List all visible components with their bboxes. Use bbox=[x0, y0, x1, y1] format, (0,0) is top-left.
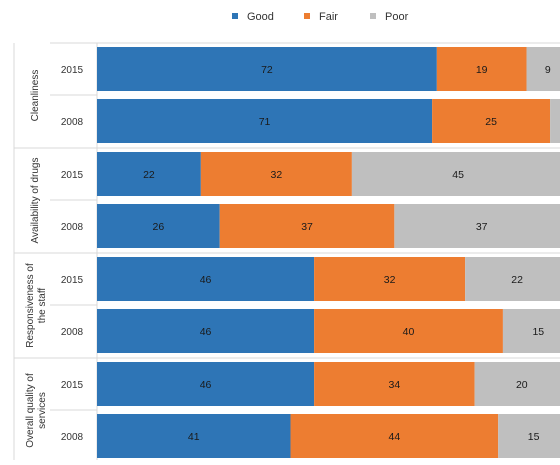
bar-segment-good bbox=[97, 257, 315, 301]
group-label: Responsiveness ofthe staff bbox=[25, 263, 48, 348]
data-label-good: 22 bbox=[143, 169, 155, 181]
group-label: Overall quality ofservices bbox=[25, 373, 48, 448]
legend-swatch-fair bbox=[304, 13, 310, 19]
group-label-line: Responsiveness of bbox=[25, 263, 36, 348]
data-label-good: 46 bbox=[200, 274, 212, 286]
bar-segment-fair bbox=[290, 414, 499, 458]
group-label: Availability of drugs bbox=[30, 158, 41, 244]
year-label: 2008 bbox=[61, 432, 84, 443]
group-label: Cleanliness bbox=[30, 70, 41, 122]
bar-segment-poor bbox=[526, 47, 560, 91]
bar-segment-good bbox=[97, 204, 220, 248]
data-label-poor: 37 bbox=[476, 221, 488, 233]
group-label-line: Cleanliness bbox=[30, 70, 41, 122]
data-label-good: 26 bbox=[153, 221, 165, 233]
bar-segment-good bbox=[97, 47, 437, 91]
data-label-poor: 22 bbox=[511, 274, 523, 286]
bar-segment-fair bbox=[436, 47, 527, 91]
data-label-poor: 45 bbox=[452, 169, 464, 181]
data-label-fair: 32 bbox=[271, 169, 283, 181]
data-label-good: 46 bbox=[200, 379, 212, 391]
group-label-line: Availability of drugs bbox=[30, 158, 41, 244]
data-label-fair: 37 bbox=[301, 221, 313, 233]
bar-segment-poor bbox=[498, 414, 560, 458]
bar-segment-good bbox=[97, 309, 315, 353]
data-label-poor: 9 bbox=[545, 64, 551, 76]
data-label-poor: 15 bbox=[528, 431, 540, 443]
bar-segment-fair bbox=[432, 99, 551, 143]
year-label: 2015 bbox=[61, 65, 84, 76]
group-label-line: the staff bbox=[37, 288, 48, 324]
bar-segment-poor bbox=[465, 257, 560, 301]
bar-segment-fair bbox=[219, 204, 395, 248]
legend-label-fair: Fair bbox=[319, 11, 338, 23]
year-label: 2008 bbox=[61, 117, 84, 128]
data-label-poor: 20 bbox=[516, 379, 528, 391]
year-label: 2015 bbox=[61, 380, 84, 391]
legend-label-poor: Poor bbox=[385, 11, 409, 23]
bar-segment-poor bbox=[550, 99, 560, 143]
bar-segment-good bbox=[97, 414, 291, 458]
bar-segment-poor bbox=[474, 362, 560, 406]
data-label-good: 71 bbox=[259, 116, 271, 128]
year-label: 2008 bbox=[61, 222, 84, 233]
bar-segment-fair bbox=[314, 362, 475, 406]
bar-segment-fair bbox=[314, 309, 503, 353]
legend-swatch-good bbox=[232, 13, 238, 19]
bar-segment-poor bbox=[502, 309, 560, 353]
data-label-fair: 19 bbox=[476, 64, 488, 76]
bar-segment-fair bbox=[314, 257, 466, 301]
legend-label-good: Good bbox=[247, 11, 274, 23]
data-label-good: 41 bbox=[188, 431, 200, 443]
data-label-good: 72 bbox=[261, 64, 273, 76]
group-label-line: services bbox=[37, 392, 48, 429]
group-label-line: Overall quality of bbox=[25, 373, 36, 448]
bar-segment-fair bbox=[200, 152, 352, 196]
year-label: 2015 bbox=[61, 170, 84, 181]
legend-swatch-poor bbox=[370, 13, 376, 19]
data-label-fair: 32 bbox=[384, 274, 396, 286]
bar-segment-good bbox=[97, 362, 315, 406]
year-label: 2008 bbox=[61, 327, 84, 338]
data-label-fair: 34 bbox=[389, 379, 401, 391]
bar-segment-poor bbox=[351, 152, 560, 196]
data-label-fair: 25 bbox=[485, 116, 497, 128]
data-label-poor: 15 bbox=[532, 326, 544, 338]
data-label-fair: 44 bbox=[389, 431, 401, 443]
bar-segment-good bbox=[97, 99, 433, 143]
bar-segment-good bbox=[97, 152, 201, 196]
data-label-good: 46 bbox=[200, 326, 212, 338]
bar-segment-poor bbox=[394, 204, 560, 248]
data-label-fair: 40 bbox=[403, 326, 415, 338]
year-label: 2015 bbox=[61, 275, 84, 286]
